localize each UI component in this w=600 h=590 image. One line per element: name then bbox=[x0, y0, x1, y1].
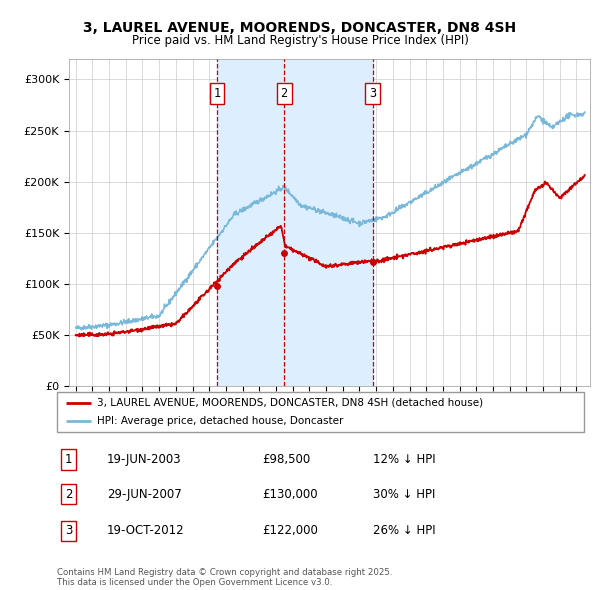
Text: 3: 3 bbox=[65, 525, 72, 537]
Text: £122,000: £122,000 bbox=[262, 525, 319, 537]
Text: £98,500: £98,500 bbox=[262, 453, 311, 466]
Text: 1: 1 bbox=[65, 453, 73, 466]
Text: 19-OCT-2012: 19-OCT-2012 bbox=[107, 525, 185, 537]
Text: Contains HM Land Registry data © Crown copyright and database right 2025.
This d: Contains HM Land Registry data © Crown c… bbox=[57, 568, 392, 587]
Text: 30% ↓ HPI: 30% ↓ HPI bbox=[373, 487, 436, 501]
Text: 2: 2 bbox=[281, 87, 288, 100]
Text: 12% ↓ HPI: 12% ↓ HPI bbox=[373, 453, 436, 466]
Text: 19-JUN-2003: 19-JUN-2003 bbox=[107, 453, 182, 466]
Bar bbox=[217, 59, 373, 386]
Text: 1: 1 bbox=[214, 87, 220, 100]
Text: £130,000: £130,000 bbox=[262, 487, 318, 501]
Text: 3, LAUREL AVENUE, MOORENDS, DONCASTER, DN8 4SH: 3, LAUREL AVENUE, MOORENDS, DONCASTER, D… bbox=[83, 21, 517, 35]
FancyBboxPatch shape bbox=[57, 392, 584, 432]
Text: 3, LAUREL AVENUE, MOORENDS, DONCASTER, DN8 4SH (detached house): 3, LAUREL AVENUE, MOORENDS, DONCASTER, D… bbox=[97, 398, 482, 408]
Text: Price paid vs. HM Land Registry's House Price Index (HPI): Price paid vs. HM Land Registry's House … bbox=[131, 34, 469, 47]
Text: 26% ↓ HPI: 26% ↓ HPI bbox=[373, 525, 436, 537]
Text: HPI: Average price, detached house, Doncaster: HPI: Average price, detached house, Donc… bbox=[97, 416, 343, 426]
Text: 29-JUN-2007: 29-JUN-2007 bbox=[107, 487, 182, 501]
Text: 2: 2 bbox=[65, 487, 73, 501]
Text: 3: 3 bbox=[369, 87, 376, 100]
